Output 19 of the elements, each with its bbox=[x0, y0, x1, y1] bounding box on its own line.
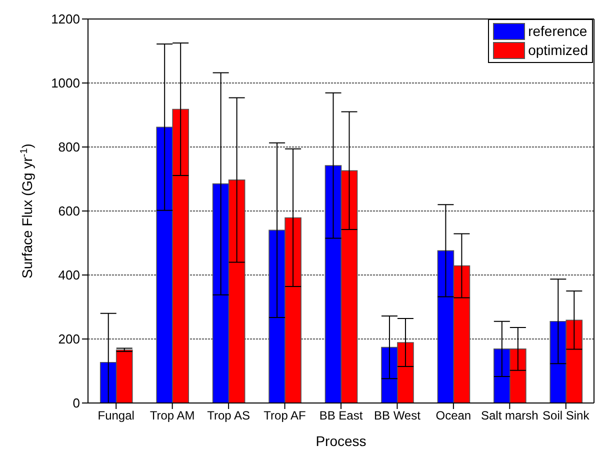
y-tick-label: 600 bbox=[58, 204, 80, 219]
x-tick-label: Salt marsh bbox=[480, 408, 538, 423]
y-tick-label: 1000 bbox=[51, 76, 80, 91]
x-tick-label: BB East bbox=[319, 408, 364, 423]
x-tick-label: Fungal bbox=[98, 408, 134, 423]
x-tick-label: Soil Sink bbox=[542, 408, 590, 423]
x-tick-label: Ocean bbox=[436, 408, 472, 423]
legend-label: reference bbox=[528, 22, 588, 41]
y-tick-label: 400 bbox=[58, 268, 80, 283]
y-tick-label: 200 bbox=[58, 332, 80, 347]
x-tick-label: BB West bbox=[374, 408, 422, 423]
x-axis-title: Process bbox=[316, 433, 366, 449]
x-tick-label: Trop AF bbox=[264, 408, 306, 423]
legend-label: optimized bbox=[528, 41, 588, 60]
y-tick-label: 800 bbox=[58, 140, 80, 155]
x-tick-label: Trop AS bbox=[207, 408, 250, 423]
y-tick-label: 1200 bbox=[51, 12, 80, 27]
x-tick-label: Trop AM bbox=[150, 408, 195, 423]
y-tick-label: 0 bbox=[72, 396, 80, 411]
